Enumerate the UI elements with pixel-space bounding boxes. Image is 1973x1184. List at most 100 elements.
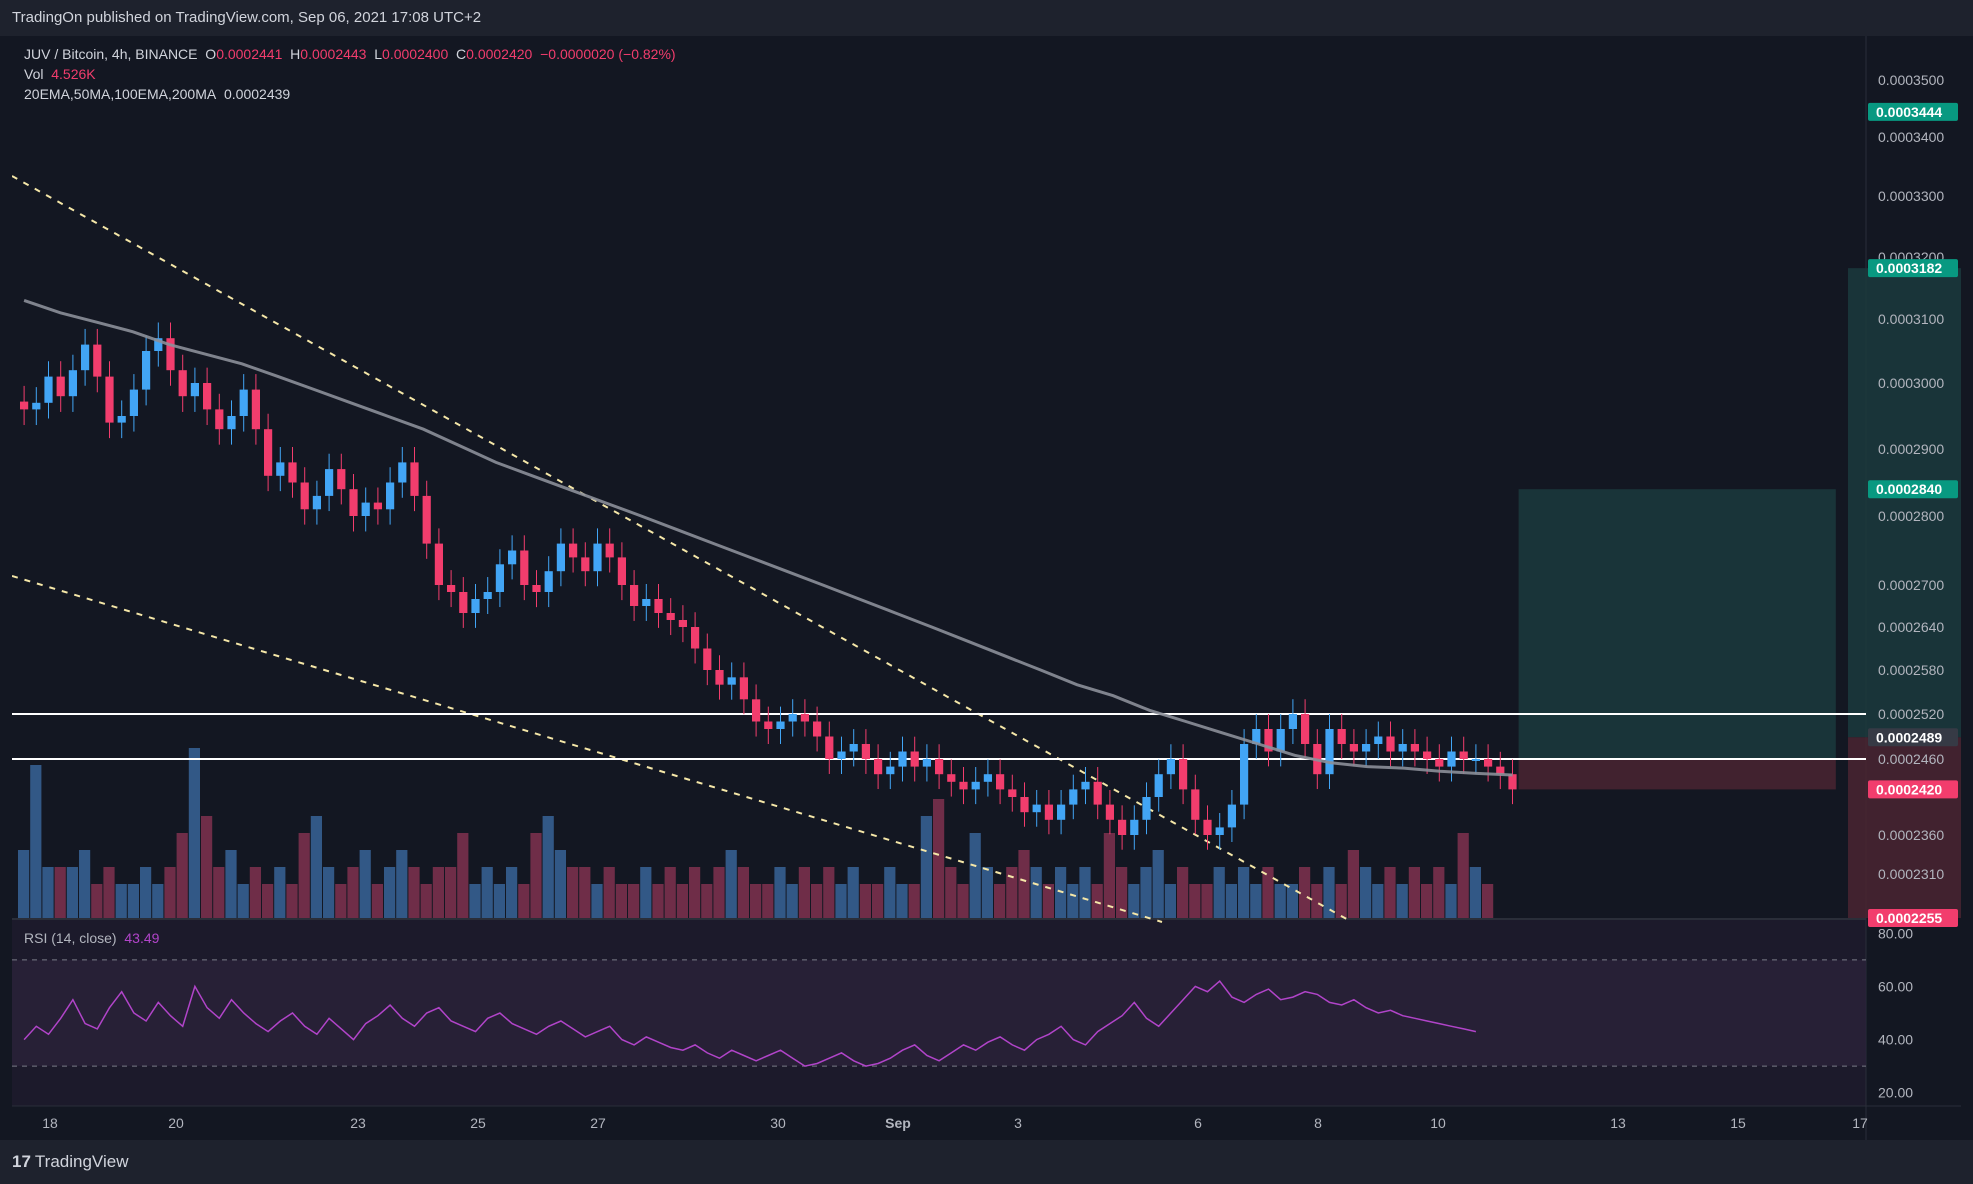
- volume-bar: [164, 867, 176, 918]
- candle-body: [971, 781, 980, 790]
- candle-body: [361, 502, 370, 516]
- brand-label: TradingView: [34, 1152, 129, 1171]
- time-tick-label: 10: [1430, 1115, 1446, 1131]
- volume-bar: [884, 867, 896, 918]
- volume-bar: [994, 884, 1006, 918]
- volume-bar: [1445, 884, 1457, 918]
- volume-bar: [1042, 884, 1054, 918]
- candle-body: [483, 592, 492, 599]
- time-tick-label: 6: [1194, 1115, 1202, 1131]
- volume-bar: [835, 884, 847, 918]
- candle-body: [605, 543, 614, 558]
- price-tick-label: 0.0002310: [1878, 866, 1944, 882]
- rsi-tick-label: 60.00: [1878, 978, 1913, 994]
- candle-body: [1118, 819, 1127, 835]
- volume-bar: [1030, 867, 1042, 918]
- price-tick-label: 0.0002800: [1878, 508, 1944, 524]
- volume-bar: [298, 833, 310, 918]
- chart-area[interactable]: 0.0003500 0.0003400 0.0003300 0.0003200 0.00…: [12, 36, 1961, 1140]
- time-tick-label: 18: [42, 1115, 58, 1131]
- volume-bar: [957, 884, 969, 918]
- candle-body: [849, 744, 858, 752]
- volume-bar: [872, 884, 884, 918]
- volume-bar: [18, 850, 30, 918]
- candle-body: [227, 416, 236, 430]
- volume-bar: [323, 867, 335, 918]
- time-tick-label: 13: [1610, 1115, 1626, 1131]
- candle-body: [1227, 804, 1236, 828]
- candle-body: [1337, 729, 1346, 744]
- candle-body: [1057, 804, 1066, 820]
- tradingview-logo[interactable]: 17 TradingView: [12, 1152, 128, 1172]
- time-tick-label: 25: [470, 1115, 486, 1131]
- rsi-label[interactable]: RSI (14, close): [24, 930, 117, 946]
- volume-bar: [54, 867, 66, 918]
- candle-body: [56, 376, 65, 397]
- price-tick-label: 0.0003300: [1878, 188, 1944, 204]
- volume-bar: [1311, 884, 1323, 918]
- candle-body: [910, 751, 919, 767]
- volume-bar: [1140, 867, 1152, 918]
- candle-body: [617, 557, 626, 585]
- volume-bar: [1457, 833, 1469, 918]
- price-tick-label: 0.0002360: [1878, 827, 1944, 843]
- loss-zone-0: [1518, 759, 1836, 790]
- candle-body: [93, 344, 102, 377]
- time-tick-label: Sep: [885, 1115, 911, 1131]
- candle-body: [251, 389, 260, 430]
- volume-bar: [762, 884, 774, 918]
- price-badge-label: 0.0003444: [1876, 104, 1942, 120]
- candle-body: [837, 751, 846, 759]
- volume-bar: [1250, 884, 1262, 918]
- volume-bar: [567, 867, 579, 918]
- candle-body: [581, 557, 590, 572]
- candle-body: [32, 402, 41, 410]
- volume-bar: [969, 833, 981, 918]
- candle-body: [874, 759, 883, 775]
- price-tick-label: 0.0003400: [1878, 129, 1944, 145]
- candle-body: [1191, 789, 1200, 820]
- volume-bar: [1067, 884, 1079, 918]
- volume-bar: [859, 884, 871, 918]
- candle-body: [349, 489, 358, 516]
- candle-body: [1203, 819, 1212, 835]
- volume-bar: [1238, 867, 1250, 918]
- volume-bar: [335, 884, 347, 918]
- time-tick-label: 30: [770, 1115, 786, 1131]
- candle-body: [861, 744, 870, 759]
- volume-bar: [115, 884, 127, 918]
- candle-body: [422, 495, 431, 544]
- candle-body: [1484, 759, 1493, 767]
- candle-body: [996, 774, 1005, 790]
- candle-body: [434, 543, 443, 585]
- volume-bar: [615, 884, 627, 918]
- price-tick-label: 0.0003500: [1878, 72, 1944, 88]
- volume-bar: [981, 867, 993, 918]
- candle-body: [386, 482, 395, 510]
- volume-bar: [201, 816, 213, 918]
- volume-bar: [798, 867, 810, 918]
- candle-body: [1142, 797, 1151, 820]
- volume-bar: [1384, 867, 1396, 918]
- volume-bar: [1323, 867, 1335, 918]
- volume-bar: [1091, 884, 1103, 918]
- volume-bar: [676, 884, 688, 918]
- price-tick-label: 0.0003000: [1878, 375, 1944, 391]
- volume-bar: [664, 867, 676, 918]
- candle-body: [959, 781, 968, 790]
- price-badge-label: 0.0003182: [1876, 260, 1942, 276]
- candle-body: [1215, 827, 1224, 835]
- profit-zone-1: [1848, 268, 1961, 738]
- candle-body: [1349, 744, 1358, 752]
- volume-bar: [1018, 850, 1030, 918]
- candle-body: [715, 670, 724, 685]
- volume-bar: [847, 867, 859, 918]
- candle-body: [1496, 766, 1505, 775]
- candle-body: [1154, 774, 1163, 797]
- candle-body: [20, 401, 29, 410]
- volume-bar: [432, 867, 444, 918]
- price-badge: [1868, 480, 1958, 499]
- price-badge-label: 0.0002255: [1876, 910, 1942, 926]
- chart-svg[interactable]: 0.00035000.00034000.00033000.00032000.00…: [12, 36, 1961, 1140]
- volume-bar: [1189, 884, 1201, 918]
